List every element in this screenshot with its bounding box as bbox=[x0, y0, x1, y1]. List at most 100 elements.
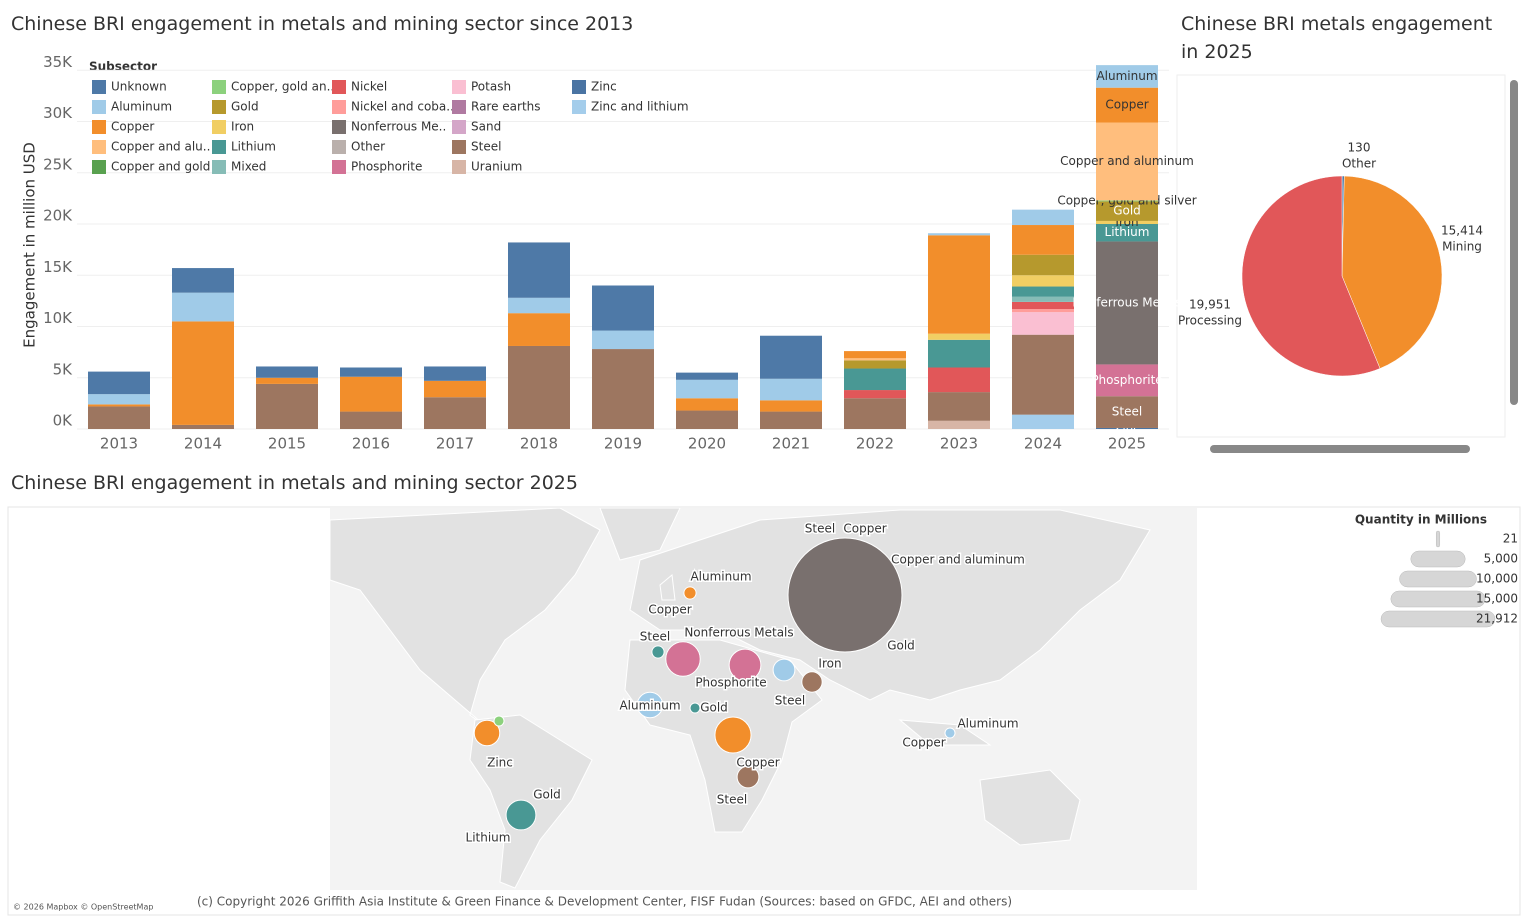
legend-label: Mixed bbox=[231, 160, 266, 174]
legend-swatch bbox=[212, 160, 226, 174]
bar-segment bbox=[1096, 65, 1158, 88]
size-legend-label: 5,000 bbox=[1484, 552, 1518, 566]
y-tick-label: 25K bbox=[43, 155, 73, 173]
segment-label: Nonferrous Metals bbox=[1072, 295, 1181, 309]
bar-segment bbox=[1012, 334, 1074, 415]
y-tick-label: 15K bbox=[43, 258, 73, 276]
legend-swatch bbox=[332, 160, 346, 174]
bar-segment bbox=[424, 397, 486, 429]
legend-label: Aluminum bbox=[111, 100, 172, 114]
bar-segment bbox=[928, 420, 990, 429]
bar-segment bbox=[844, 390, 906, 399]
map-bubble bbox=[714, 716, 752, 754]
segment-label: Lithium bbox=[1105, 225, 1150, 239]
map-label: Aluminum bbox=[619, 699, 680, 713]
bar-segment bbox=[592, 330, 654, 350]
segment-label: Copper bbox=[1105, 98, 1148, 112]
map-bubble bbox=[651, 645, 665, 659]
bar-segment bbox=[256, 366, 318, 378]
y-tick-label: 10K bbox=[43, 309, 73, 327]
bar-segment bbox=[1012, 286, 1074, 297]
legend-swatch bbox=[452, 80, 466, 94]
map-label: Copper bbox=[902, 736, 945, 750]
legend-title: Subsector bbox=[89, 60, 157, 74]
legend-label: Phosphorite bbox=[351, 160, 422, 174]
map-attribution: © 2026 Mapbox © OpenStreetMap bbox=[13, 903, 153, 912]
scrollbar[interactable] bbox=[1510, 80, 1518, 405]
x-tick-label: 2016 bbox=[352, 435, 390, 453]
map-label: Copper bbox=[736, 756, 779, 770]
legend-label: Lithium bbox=[231, 140, 276, 154]
segment-label: Copper and aluminum bbox=[1060, 154, 1194, 168]
bar-segment bbox=[928, 235, 990, 334]
bar-segment bbox=[928, 367, 990, 393]
map-label: Gold bbox=[887, 639, 915, 653]
legend-label: Iron bbox=[231, 120, 254, 134]
x-tick-label: 2023 bbox=[940, 435, 978, 453]
map-bubble bbox=[772, 658, 796, 682]
x-tick-label: 2025 bbox=[1108, 435, 1146, 453]
bar-segment bbox=[1012, 275, 1074, 287]
legend-swatch bbox=[572, 100, 586, 114]
legend-label: Other bbox=[351, 140, 385, 154]
legend-swatch bbox=[212, 120, 226, 134]
size-legend-label: 10,000 bbox=[1476, 572, 1518, 586]
bar-segment bbox=[340, 411, 402, 429]
bar-segment bbox=[172, 424, 234, 429]
legend-swatch bbox=[332, 80, 346, 94]
pie-category-label: Mining bbox=[1442, 240, 1482, 254]
y-tick-label: 35K bbox=[43, 53, 73, 71]
bar-segment bbox=[1012, 254, 1074, 276]
bar-segment bbox=[172, 321, 234, 425]
map-label: Aluminum bbox=[957, 717, 1018, 731]
bar-segment bbox=[508, 345, 570, 429]
bar-segment bbox=[1096, 87, 1158, 123]
pie-category-label: Other bbox=[1342, 157, 1376, 171]
map-label: Lithium bbox=[466, 831, 511, 845]
bar-segment bbox=[676, 372, 738, 380]
bar-segment bbox=[928, 333, 990, 340]
bar-segment bbox=[340, 367, 402, 377]
bar-segment bbox=[1012, 301, 1074, 310]
x-tick-label: 2018 bbox=[520, 435, 558, 453]
bar-segment bbox=[424, 380, 486, 398]
size-legend-mark bbox=[1435, 530, 1441, 548]
segment-label: Copper, gold and silver bbox=[1057, 193, 1196, 207]
map-label: Gold bbox=[700, 701, 728, 715]
y-tick-label: 20K bbox=[43, 207, 73, 225]
legend-swatch bbox=[452, 120, 466, 134]
bar-segment bbox=[256, 377, 318, 384]
map-bubble bbox=[728, 648, 762, 682]
map-label: Iron bbox=[818, 657, 841, 671]
size-legend-mark bbox=[1390, 590, 1486, 608]
bar-segment bbox=[676, 410, 738, 429]
bar-segment bbox=[88, 406, 150, 429]
bar-segment bbox=[760, 411, 822, 429]
legend-label: Copper, gold an.. bbox=[231, 80, 334, 94]
map-background bbox=[329, 507, 1197, 890]
scrollbar[interactable] bbox=[1210, 445, 1470, 453]
bar-segment bbox=[1096, 220, 1158, 224]
x-tick-label: 2024 bbox=[1024, 435, 1062, 453]
map-label: Copper and aluminum bbox=[891, 553, 1025, 567]
legend-swatch bbox=[212, 140, 226, 154]
bar-segment bbox=[1012, 296, 1074, 302]
size-legend-label: 21,912 bbox=[1476, 612, 1518, 626]
bar-segment bbox=[676, 398, 738, 411]
y-tick-label: 30K bbox=[43, 104, 73, 122]
bar-segment bbox=[1096, 241, 1158, 365]
legend-label: Copper and gold bbox=[111, 160, 210, 174]
x-tick-label: 2017 bbox=[436, 435, 474, 453]
x-tick-label: 2020 bbox=[688, 435, 726, 453]
map-label: Aluminum bbox=[690, 570, 751, 584]
y-axis-title: Engagement in million USD bbox=[21, 142, 39, 348]
legend-swatch bbox=[92, 80, 106, 94]
map-label: Steel bbox=[805, 522, 835, 536]
bar-segment bbox=[760, 400, 822, 412]
bar-segment bbox=[1096, 396, 1158, 428]
bar-segment bbox=[508, 297, 570, 314]
pie-value-label: 130 bbox=[1348, 141, 1371, 155]
segment-label: Gold bbox=[1113, 204, 1141, 218]
